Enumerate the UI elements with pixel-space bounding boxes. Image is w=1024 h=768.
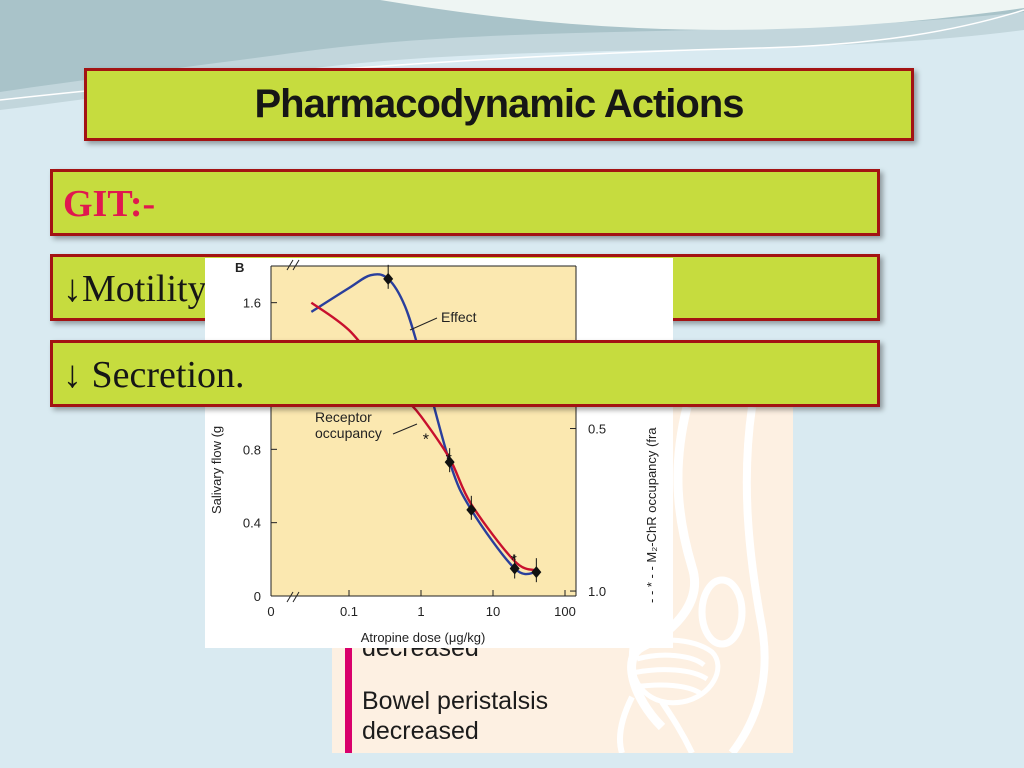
x-tick-label: 0 xyxy=(267,604,274,619)
stomach-outline xyxy=(698,576,746,648)
data-point xyxy=(444,456,455,469)
annotation-occupancy-line-1: Receptor xyxy=(315,409,372,425)
annotation-occupancy: Receptor occupancy xyxy=(315,409,382,441)
illustration-label-peristalsis-decreased: decreased xyxy=(362,717,479,745)
secretion-text: ↓ Secretion. xyxy=(63,354,245,396)
x-tick-label: 100 xyxy=(554,604,576,619)
chart-svg: B Salivary flow (g - - * - - M₂-ChR occu… xyxy=(209,259,659,645)
secretion-box: ↓ Secretion. xyxy=(50,340,880,407)
chart-panel-label: B xyxy=(235,260,244,275)
git-heading: GIT:- xyxy=(63,183,156,225)
colon-outline xyxy=(628,637,721,706)
y-left-tick-label: 0.4 xyxy=(243,516,261,531)
rectum-outline xyxy=(617,695,695,753)
axis-break-top xyxy=(286,259,300,271)
dose-response-chart: B Salivary flow (g - - * - - M₂-ChR occu… xyxy=(205,258,673,648)
y-axis-right-label: - - * - - M₂-ChR occupancy (fra xyxy=(644,427,659,603)
y-left-tick-label: 0.8 xyxy=(243,442,261,457)
y-right-tick-label: 0.5 xyxy=(588,422,606,437)
motility-text: ↓Motility. xyxy=(63,268,214,310)
occupancy-marker: * xyxy=(511,553,517,570)
y-axis-left-label: Salivary flow (g xyxy=(209,426,224,514)
title-box: Pharmacodynamic Actions xyxy=(84,68,914,141)
small-bowel-coils xyxy=(631,652,709,696)
label-accent-bar xyxy=(345,635,352,753)
annotation-effect-leader xyxy=(409,317,438,331)
y-left-tick-label: 0 xyxy=(254,589,261,604)
data-point xyxy=(509,562,520,575)
illustration-label-peristalsis: Bowel peristalsis xyxy=(362,687,549,715)
annotation-effect: Effect xyxy=(441,309,477,325)
y-left-tick-label: 1.6 xyxy=(243,296,261,311)
x-tick-label: 1 xyxy=(417,604,424,619)
gi-tract-drawing xyxy=(345,405,769,753)
occupancy-marker: * xyxy=(423,432,429,449)
git-heading-box: GIT:- xyxy=(50,169,880,236)
body-outline xyxy=(728,406,769,753)
y-right-tick-label: 1.0 xyxy=(588,584,606,599)
annotation-occupancy-line-2: occupancy xyxy=(315,425,382,441)
axis-break-bottom xyxy=(286,591,300,603)
data-point xyxy=(383,272,394,285)
background-wave-light xyxy=(380,0,1024,30)
plot-area xyxy=(271,266,576,596)
x-axis-label: Atropine dose (μg/kg) xyxy=(361,630,486,645)
occupancy-marker: * xyxy=(446,452,452,469)
page-title: Pharmacodynamic Actions xyxy=(254,82,744,126)
data-point xyxy=(531,566,542,579)
x-tick-label: 0.1 xyxy=(340,604,358,619)
x-tick-label: 10 xyxy=(486,604,500,619)
annotation-occupancy-leader xyxy=(392,423,418,435)
chart-marks: 00.111010000.40.81.21.60.51.0***EffectRe… xyxy=(243,264,606,619)
